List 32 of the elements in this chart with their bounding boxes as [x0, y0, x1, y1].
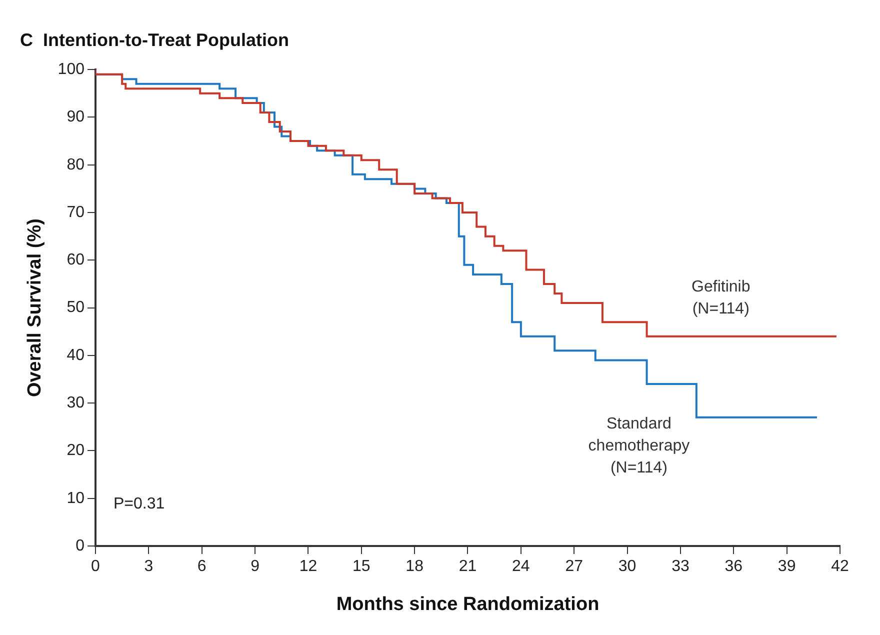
x-tick-label: 15	[352, 558, 370, 576]
y-tick-label: 40	[66, 346, 85, 364]
y-tick-label: 70	[66, 204, 85, 221]
y-axis-title: Overall Survival (%)	[24, 218, 46, 398]
x-tick-label: 24	[512, 558, 530, 576]
x-tick-label: 42	[831, 558, 849, 576]
series-label: Standard chemotherapy (N=114)	[588, 415, 690, 476]
x-tick-label: 30	[618, 558, 636, 576]
x-tick-label: 33	[672, 558, 690, 576]
annotation: P=0.31	[113, 495, 165, 512]
x-axis-title: Months since Randomization	[336, 594, 600, 615]
x-tick-label: 39	[778, 558, 796, 576]
y-tick-label: 90	[66, 108, 85, 126]
x-tick-label: 21	[458, 558, 477, 576]
x-tick-label: 36	[724, 558, 743, 576]
x-tick-label: 3	[144, 558, 154, 576]
series-label: Gefitinib (N=114)	[692, 278, 750, 318]
chart-title: C Intention-to-Treat Population	[20, 30, 289, 50]
y-tick-label: 50	[66, 299, 85, 316]
y-tick-label: 0	[76, 537, 85, 554]
x-tick-label: 6	[197, 558, 206, 576]
y-tick-label: 60	[66, 252, 85, 269]
x-tick-label: 9	[250, 558, 260, 576]
x-tick-label: 27	[565, 558, 584, 576]
x-tick-label: 18	[406, 558, 424, 576]
y-tick-label: 30	[66, 394, 85, 412]
x-tick-label: 12	[299, 558, 318, 576]
y-tick-label: 100	[58, 61, 85, 78]
y-tick-label: 10	[66, 490, 85, 507]
x-tick-label: 0	[91, 558, 100, 576]
y-tick-label: 20	[66, 442, 85, 460]
y-tick-label: 80	[66, 156, 85, 174]
